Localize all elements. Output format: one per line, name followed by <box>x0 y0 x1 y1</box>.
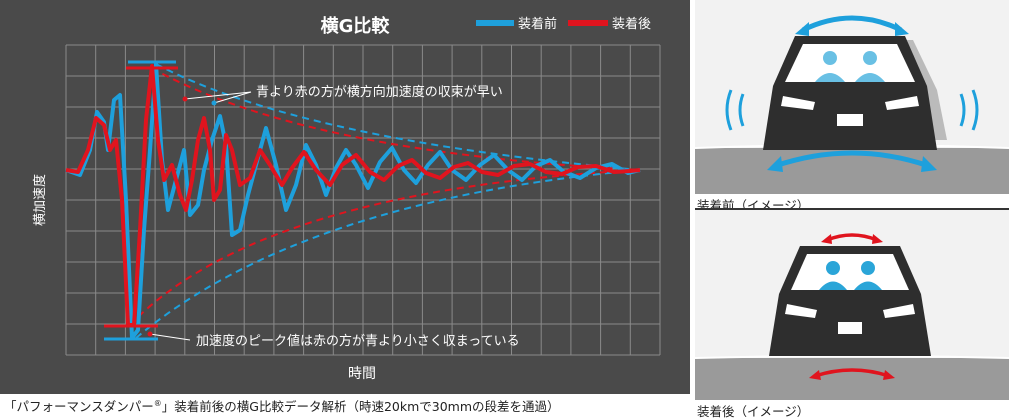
caption-prefix: 「パフォーマンスダンパー <box>4 399 154 414</box>
envelope-line <box>155 63 641 171</box>
chart-svg: 横G比較 装着前 装着後 横加速度 時間 青より赤の方が横方向加速度の収束が早い… <box>32 15 661 382</box>
series-line-after <box>65 64 641 327</box>
car-before-illustration <box>694 15 1009 194</box>
annotation-convergence-text: 青より赤の方が横方向加速度の収束が早い <box>256 84 503 100</box>
y-axis-label: 横加速度 <box>32 174 48 226</box>
car-after-illustration <box>694 233 1009 400</box>
annotation-peak: 加速度のピーク値は赤の方が青より小さく収まっている <box>147 331 520 349</box>
after-label: 装着後（イメージ） <box>697 404 810 419</box>
annotation-peak-text: 加速度のピーク値は赤の方が青より小さく収まっている <box>196 333 520 349</box>
before-illustration <box>694 0 1009 194</box>
envelope-line <box>129 169 641 326</box>
chart-caption: 「パフォーマンスダンパー®」装着前後の横G比較データ解析（時速20kmで30mm… <box>4 396 560 415</box>
peak-markers <box>104 60 178 341</box>
legend-label-before: 装着前 <box>518 16 557 32</box>
envelopes <box>129 63 641 339</box>
before-label-bar <box>695 194 1009 210</box>
envelope-line <box>135 169 641 339</box>
after-illustration <box>694 210 1009 400</box>
series-line-before <box>65 62 641 340</box>
legend-swatch-after <box>568 20 608 26</box>
legend-swatch-before <box>476 20 514 26</box>
caption-reg-mark: ® <box>153 398 162 408</box>
chart-title: 横G比較 <box>321 15 391 37</box>
annotation-convergence: 青より赤の方が横方向加速度の収束が早い <box>182 84 503 106</box>
envelope-line <box>151 67 641 171</box>
x-axis-label: 時間 <box>348 366 376 382</box>
chart-panel: 横G比較 装着前 装着後 横加速度 時間 青より赤の方が横方向加速度の収束が早い… <box>0 0 690 394</box>
caption-suffix: 」装着前後の横G比較データ解析（時速20kmで30mmの段差を通過） <box>161 399 560 414</box>
legend-label-after: 装着後 <box>612 16 651 32</box>
